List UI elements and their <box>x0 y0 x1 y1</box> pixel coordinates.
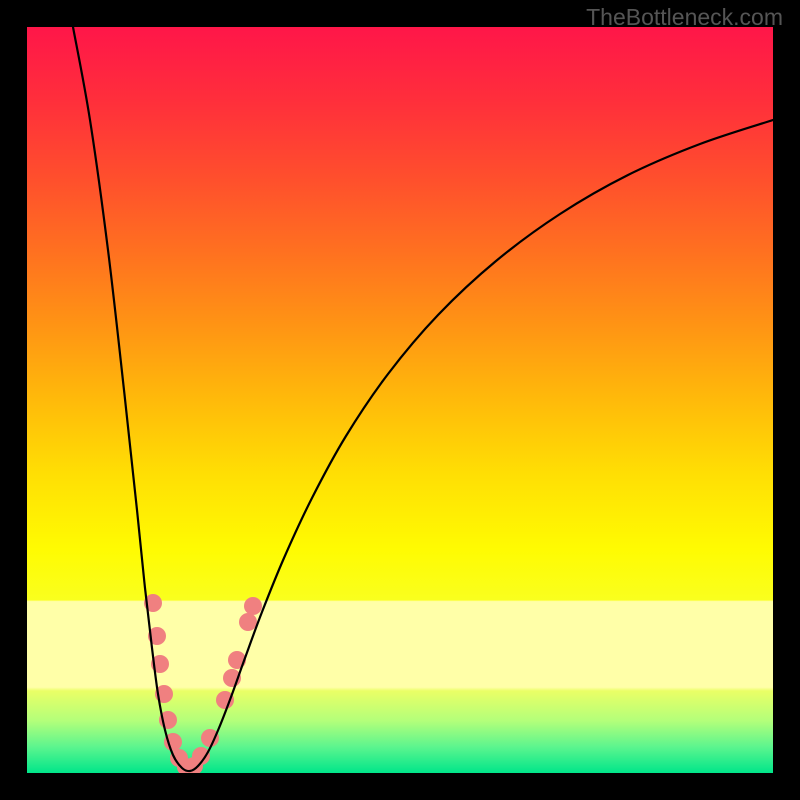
frame-left <box>0 0 27 800</box>
watermark-text: TheBottleneck.com <box>586 4 783 31</box>
bottleneck-plot <box>0 0 800 800</box>
marker-dot-14 <box>239 613 257 631</box>
frame-right <box>773 0 800 800</box>
gradient-background <box>27 27 773 773</box>
marker-dot-15 <box>244 597 262 615</box>
frame-bottom <box>0 773 800 800</box>
